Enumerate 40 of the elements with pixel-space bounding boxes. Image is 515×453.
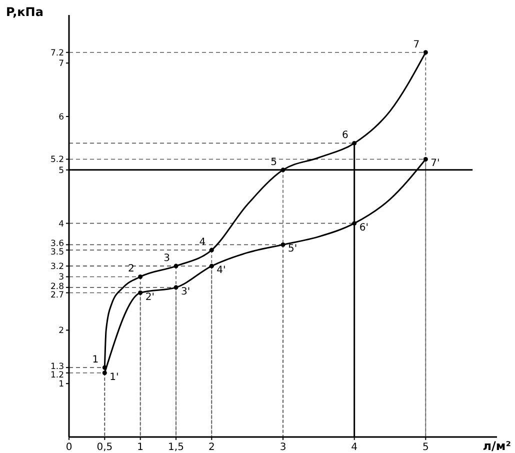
y-tick-label: 3.5 [50,248,64,258]
y-tick-label: 4 [58,219,64,230]
x-tick-label: 1 [137,442,144,453]
y-tick-label: 1 [58,380,64,390]
annotation: 3' [181,286,190,298]
x-tick-label: 0 [66,442,72,453]
y-tick-label: 3.2 [50,262,64,272]
y-tick-label: 3.6 [50,239,64,250]
y-tick-label: 5 [58,166,64,176]
annotation: 6' [359,222,368,234]
y-tick-label: 1.3 [50,362,64,372]
y-tick-label: 7 [58,59,64,70]
annotation: 6 [342,130,348,142]
annotation: 4 [199,237,206,248]
y-tick-label: 3 [58,272,64,283]
y-tick-label: 2.8 [50,282,64,292]
x-axis-title: л/м² [482,439,511,453]
x-tick-label: 2 [208,442,215,453]
y-tick-label: 2 [58,326,64,336]
annotation: 2' [145,292,154,303]
x-tick-label: 0,5 [96,442,113,453]
annotation: 3 [164,253,170,264]
x-tick-label: 1,5 [168,442,184,453]
y-tick-label: 2.7 [50,290,64,300]
x-tick-label: 4 [351,442,358,453]
annotation: 5' [288,244,298,255]
y-tick-label: 6 [58,112,64,122]
y-axis-title: P,кПа [6,5,44,19]
annotation: 7' [430,158,440,170]
annotation: 7 [413,39,420,50]
y-tick-label: 7.2 [50,48,64,58]
annotation: 2 [128,264,134,275]
annotation: 1 [92,354,99,366]
annotation: 1' [110,372,119,383]
y-tick-label: 1.2 [50,370,64,380]
annotation: 5 [270,156,277,168]
x-tick-label: 5 [422,442,429,453]
y-tick-label: 5.2 [50,155,64,166]
x-tick-label: 3 [280,442,286,453]
annotation: 4' [216,265,226,276]
